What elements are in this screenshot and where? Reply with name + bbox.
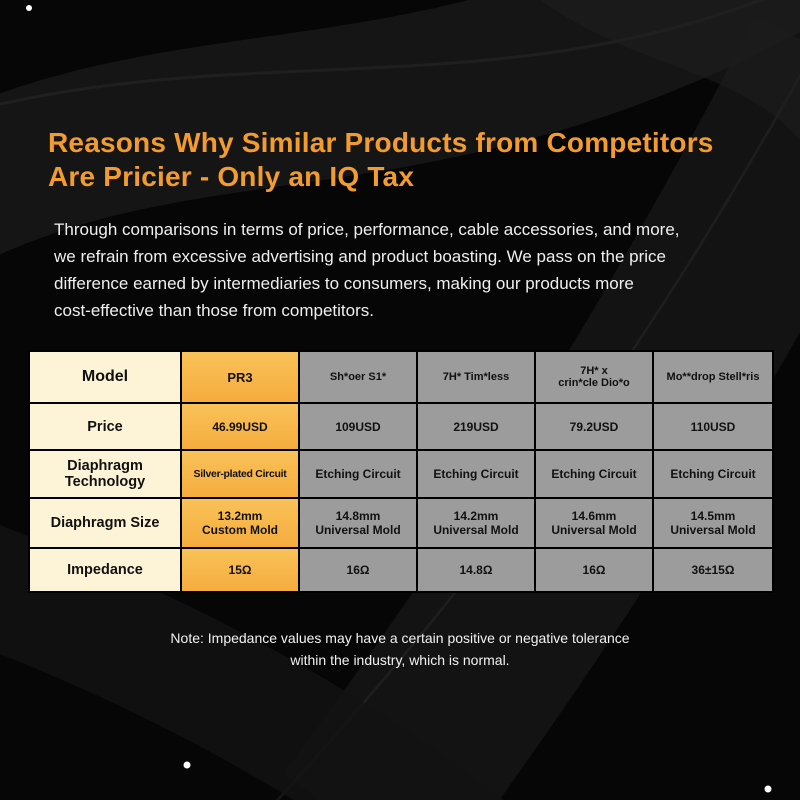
table-cell: 15Ω (180, 547, 300, 593)
content-area: Reasons Why Similar Products from Compet… (28, 127, 774, 668)
comparison-table: Model PR3 Sh*oer S1* 7H* Tim*less 7H* x … (28, 350, 774, 593)
table-cell: 219USD (416, 402, 536, 451)
column-header-shoer-s1: Sh*oer S1* (298, 350, 418, 404)
dot-decoration (26, 5, 32, 11)
column-header-7h-crincle-dioo: 7H* x crin*cle Dio*o (534, 350, 654, 404)
row-label-price: Price (28, 402, 182, 451)
table-cell: 16Ω (298, 547, 418, 593)
table-cell: 109USD (298, 402, 418, 451)
table-cell: Etching Circuit (298, 449, 418, 499)
table-cell: Silver-plated Circuit (180, 449, 300, 499)
dot-decoration (183, 761, 191, 769)
table-cell: Etching Circuit (652, 449, 774, 499)
row-label-diaphragm-technology: Diaphragm Technology (28, 449, 182, 499)
table-cell: 13.2mm Custom Mold (180, 497, 300, 549)
footnote: Note: Impedance values may have a certai… (170, 630, 630, 668)
table-cell: 14.8Ω (416, 547, 536, 593)
table-row-price: Price 46.99USD 109USD 219USD 79.2USD 110… (28, 402, 774, 451)
column-header-7h-timless: 7H* Tim*less (416, 350, 536, 404)
dot-decoration (764, 785, 772, 793)
table-cell: 14.2mm Universal Mold (416, 497, 536, 549)
table-row-diaphragm-technology: Diaphragm Technology Silver-plated Circu… (28, 449, 774, 499)
table-cell: 14.5mm Universal Mold (652, 497, 774, 549)
table-row-diaphragm-size: Diaphragm Size 13.2mm Custom Mold 14.8mm… (28, 497, 774, 549)
intro-paragraph: Through comparisons in terms of price, p… (54, 220, 680, 320)
table-cell: 79.2USD (534, 402, 654, 451)
page-title: Reasons Why Similar Products from Compet… (48, 127, 714, 192)
row-label-impedance: Impedance (28, 547, 182, 593)
table-header-row: Model PR3 Sh*oer S1* 7H* Tim*less 7H* x … (28, 350, 774, 404)
table-cell: 46.99USD (180, 402, 300, 451)
column-header-modrop-stellris: Mo**drop Stell*ris (652, 350, 774, 404)
table-cell: Etching Circuit (534, 449, 654, 499)
column-header-pr3: PR3 (180, 350, 300, 404)
table-cell: 14.8mm Universal Mold (298, 497, 418, 549)
table-cell: 36±15Ω (652, 547, 774, 593)
table-cell: Etching Circuit (416, 449, 536, 499)
table-cell: 16Ω (534, 547, 654, 593)
table-cell: 110USD (652, 402, 774, 451)
table-row-impedance: Impedance 15Ω 16Ω 14.8Ω 16Ω 36±15Ω (28, 547, 774, 593)
table-corner-model: Model (28, 350, 182, 404)
row-label-diaphragm-size: Diaphragm Size (28, 497, 182, 549)
table-cell: 14.6mm Universal Mold (534, 497, 654, 549)
